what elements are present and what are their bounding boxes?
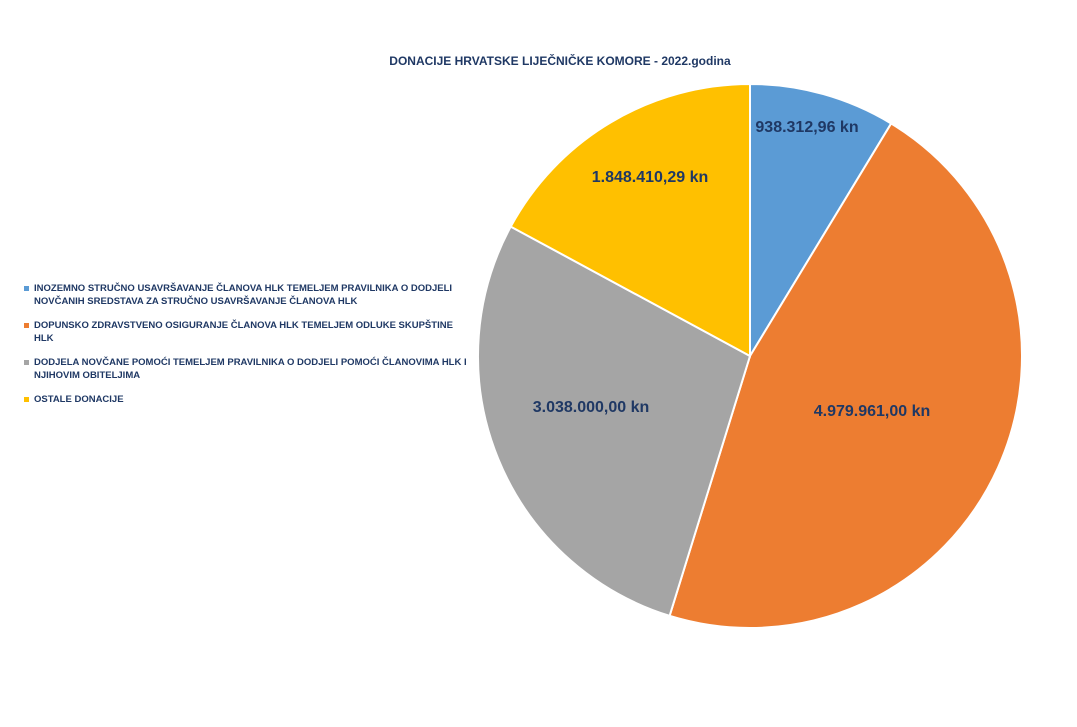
legend-swatch xyxy=(24,286,29,291)
pie-slice xyxy=(509,82,751,358)
pie-slice xyxy=(749,82,893,360)
legend-swatch xyxy=(24,323,29,328)
legend-label: DODJELA NOVČANE POMOĆI TEMELJEM PRAVILNI… xyxy=(34,357,467,381)
legend-label: DOPUNSKO ZDRAVSTVENO OSIGURANJE ČLANOVA … xyxy=(34,320,453,344)
slice-data-label: 938.312,96 kn xyxy=(755,119,858,136)
pie-slice xyxy=(477,225,752,618)
legend-swatch xyxy=(24,397,29,402)
legend-item: INOZEMNO STRUČNO USAVRŠAVANJE ČLANOVA HL… xyxy=(24,282,469,308)
pie-slice xyxy=(668,122,1023,629)
legend-item: DOPUNSKO ZDRAVSTVENO OSIGURANJE ČLANOVA … xyxy=(24,319,469,345)
chart-title: DONACIJE HRVATSKE LIJEČNIČKE KOMORE - 20… xyxy=(389,54,731,68)
slice-data-label: 1.848.410,29 kn xyxy=(592,169,709,186)
legend: INOZEMNO STRUČNO USAVRŠAVANJE ČLANOVA HL… xyxy=(24,282,469,417)
legend-item: OSTALE DONACIJE xyxy=(24,393,469,406)
legend-label: INOZEMNO STRUČNO USAVRŠAVANJE ČLANOVA HL… xyxy=(34,283,453,307)
slice-data-label: 3.038.000,00 kn xyxy=(533,399,650,416)
legend-label: OSTALE DONACIJE xyxy=(34,394,124,405)
legend-item: DODJELA NOVČANE POMOĆI TEMELJEM PRAVILNI… xyxy=(24,356,469,382)
slice-data-label: 4.979.961,00 kn xyxy=(814,403,931,420)
legend-swatch xyxy=(24,360,29,365)
